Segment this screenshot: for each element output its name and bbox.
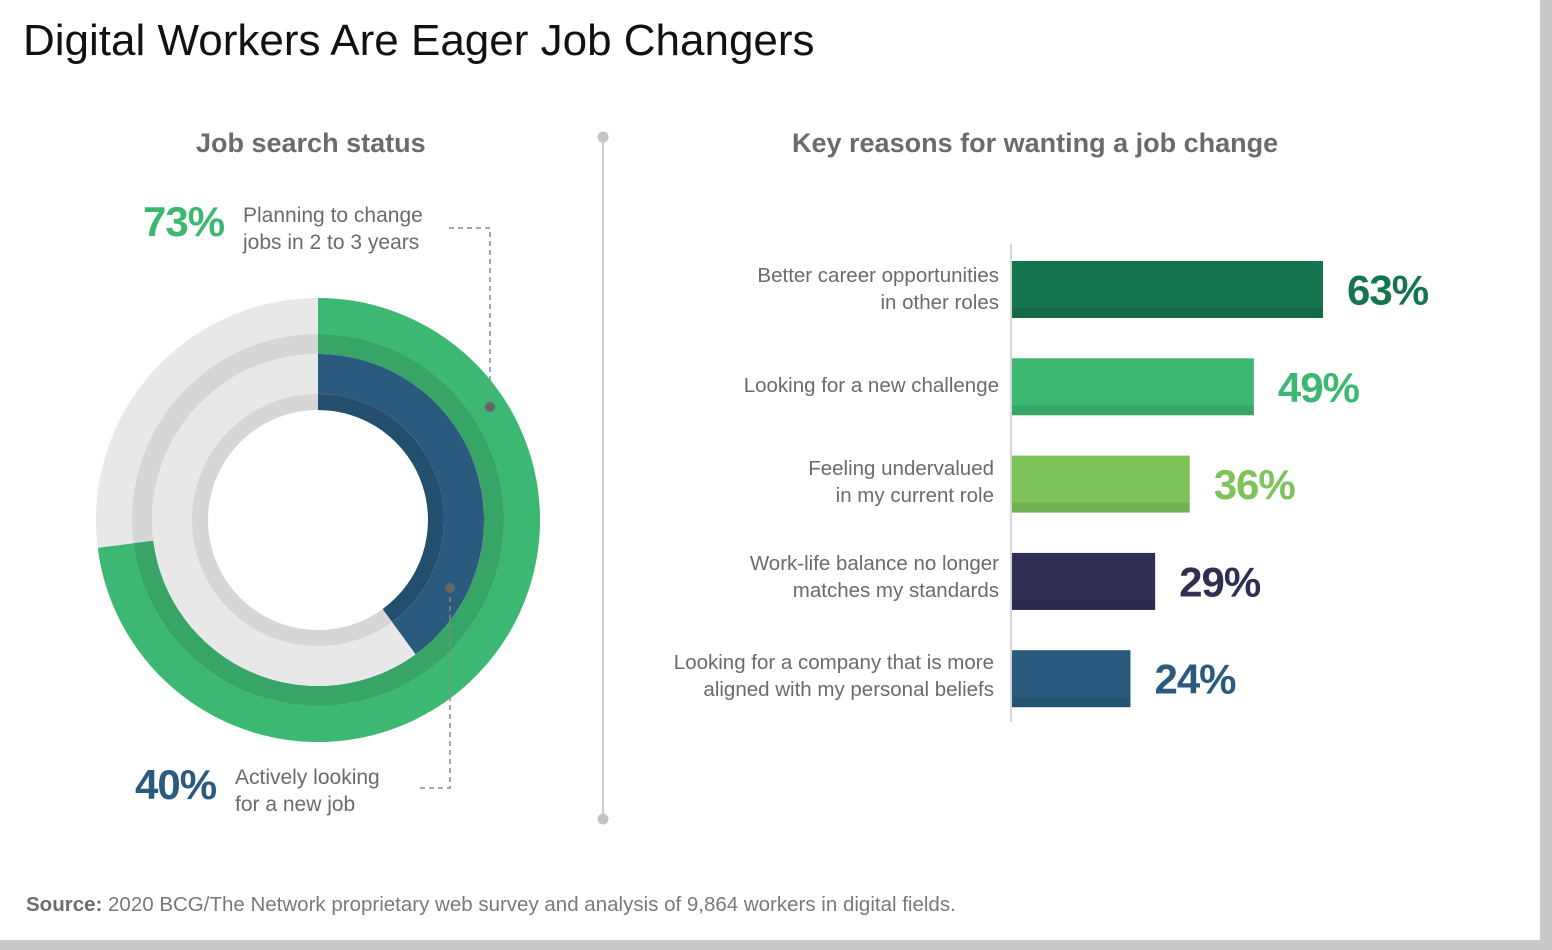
panel-divider: [597, 131, 609, 825]
bar-chart-title: Key reasons for wanting a job change: [792, 128, 1279, 158]
source-text: 2020 BCG/The Network proprietary web sur…: [108, 893, 956, 916]
outer-ring-description-line: jobs in 2 to 3 years: [243, 231, 420, 254]
bar-value-label: 29%: [1179, 558, 1261, 605]
bar-shade: [1012, 502, 1190, 513]
outer-ring-arc: [97, 298, 540, 742]
bar: [1012, 650, 1131, 708]
bar-category-label-line: in other roles: [880, 291, 999, 314]
page-title: Digital Workers Are Eager Job Changers: [23, 16, 815, 65]
bar: [1012, 358, 1254, 416]
source-note: Source: 2020 BCG/The Network proprietary…: [26, 893, 956, 917]
bar-category-label: Better career opportunities in other rol…: [757, 262, 999, 316]
bar-category-label-line: in my current role: [835, 484, 994, 507]
bar-value-label: 63%: [1347, 267, 1429, 314]
bar-category-label-line: Feeling undervalued: [808, 457, 994, 480]
inner-ring-value-label: 40%: [135, 761, 217, 808]
outer-ring-leader-dot: [485, 402, 495, 412]
donut-chart: [96, 227, 540, 789]
inner-ring-shadow-arc: [317, 394, 444, 622]
bar-category-label: Work-life balance no longer matches my s…: [750, 550, 999, 604]
outer-ring-leader-line: [449, 227, 491, 407]
bar: [1012, 261, 1323, 318]
source-label: Source:: [26, 893, 103, 916]
outer-ring-description: Planning to change jobs in 2 to 3 years: [243, 202, 423, 256]
inner-ring-leader-dot: [445, 583, 455, 593]
bar: [1012, 552, 1156, 610]
inner-ring-arc: [317, 354, 484, 655]
bar-shade: [1012, 599, 1156, 610]
divider-end-dot: [597, 813, 609, 825]
bar-category-label-line: Looking for a new challenge: [743, 374, 999, 397]
outer-ring-value-label: 73%: [143, 198, 225, 245]
bar-shade: [1012, 697, 1131, 708]
bar-shade: [1012, 308, 1323, 318]
bar-value-label: 24%: [1154, 656, 1236, 703]
bar-chart: 63% 49% 36% 29% 24%: [1010, 244, 1430, 722]
inner-ring-description: Actively looking for a new job: [235, 764, 380, 818]
outer-ring-description-line: Planning to change: [243, 204, 423, 227]
bar-category-label: Looking for a new challenge: [744, 372, 999, 399]
bar: [1012, 455, 1190, 513]
bar-category-label-line: Work-life balance no longer: [749, 552, 999, 575]
bar-category-label: Looking for a company that is more align…: [674, 649, 994, 703]
bar-category-label-line: Looking for a company that is more: [673, 651, 994, 674]
bar-value-label: 49%: [1278, 364, 1360, 411]
inner-ring-leader-line: [416, 588, 451, 789]
divider-end-dot: [597, 131, 609, 143]
donut-chart-title: Job search status: [196, 128, 426, 158]
bar-category-label-line: aligned with my personal beliefs: [703, 678, 994, 701]
bar-shade: [1012, 405, 1254, 416]
inner-ring-description-line: for a new job: [235, 793, 356, 816]
bar-value-label: 36%: [1214, 461, 1296, 508]
bar-category-label-line: matches my standards: [792, 579, 999, 602]
bar-category-label: Feeling undervalued in my current role: [808, 455, 994, 509]
bar-category-label-line: Better career opportunities: [757, 264, 999, 287]
inner-ring-description-line: Actively looking: [235, 766, 380, 789]
